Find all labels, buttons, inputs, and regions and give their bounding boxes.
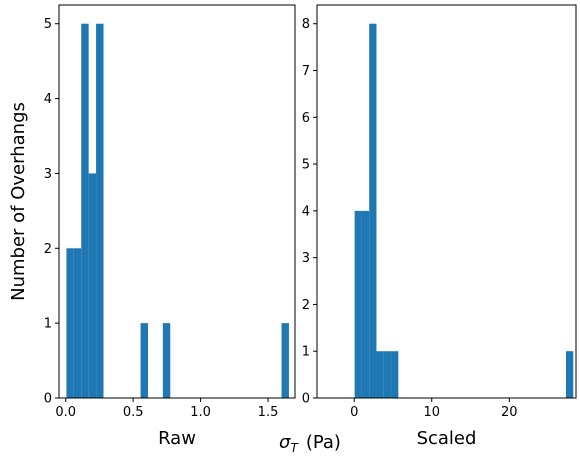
y-tick-label: 6	[302, 111, 310, 126]
bar	[81, 23, 89, 398]
y-tick-label: 7	[302, 64, 310, 79]
x-tick-label: 20	[501, 405, 518, 420]
figure-label: σT (Pa)	[279, 432, 341, 455]
bar	[369, 23, 377, 398]
x-axis-label: Scaled	[417, 428, 477, 449]
y-tick-label: 0	[302, 392, 310, 407]
bar	[88, 173, 97, 398]
y-tick-label: 2	[44, 242, 52, 257]
y-tick-label: 0	[44, 392, 52, 407]
bar	[66, 248, 74, 398]
bar	[140, 323, 149, 398]
x-tick-label: 0.0	[55, 405, 76, 420]
bar	[281, 323, 289, 398]
x-tick-label: 0.5	[123, 405, 144, 420]
unit: (Pa)	[306, 432, 341, 453]
x-tick-label: 1.0	[190, 405, 211, 420]
bar	[162, 323, 171, 398]
y-tick-label: 3	[44, 167, 52, 182]
y-tick-label: 4	[302, 204, 310, 219]
axes-frame	[58, 4, 296, 399]
bar	[376, 351, 384, 398]
bar	[391, 351, 399, 398]
axes-frame	[316, 4, 577, 399]
y-tick-label: 4	[44, 92, 52, 107]
bar	[354, 210, 362, 398]
y-tick-label: 5	[302, 158, 310, 173]
bar	[361, 210, 370, 398]
bar	[565, 351, 574, 398]
bar	[73, 248, 82, 398]
bar	[96, 23, 104, 398]
y-tick-label: 1	[44, 317, 52, 332]
y-tick-label: 2	[302, 298, 310, 313]
y-tick-label: 3	[302, 251, 310, 266]
y-tick-label: 1	[302, 345, 310, 360]
bar	[383, 351, 392, 398]
subscript: T	[290, 441, 299, 455]
x-tick-label: 0	[350, 405, 358, 420]
x-tick-label: 1.5	[258, 405, 279, 420]
x-axis-label: Raw	[158, 428, 196, 449]
y-tick-label: 8	[302, 17, 310, 32]
y-axis-label: Number of Overhangs	[8, 102, 29, 301]
x-tick-label: 10	[423, 405, 440, 420]
y-tick-label: 5	[44, 17, 52, 32]
symbol: σ	[279, 432, 291, 453]
